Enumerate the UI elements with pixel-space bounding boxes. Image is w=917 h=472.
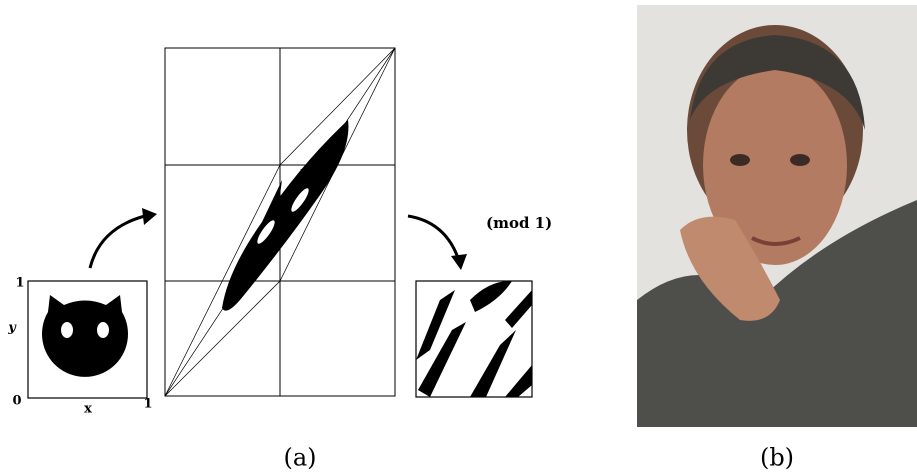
x-axis-label: x — [84, 402, 92, 417]
annotation: (mod 1) — [486, 214, 552, 232]
caption: (a) — [283, 444, 316, 472]
x-max-label: 1 — [143, 397, 152, 412]
y-axis-label: y — [7, 321, 17, 336]
caption: (b) — [760, 444, 794, 472]
portrait-photo — [637, 5, 917, 427]
figure: 1 y 0 x 1 (mod 1) — [0, 0, 917, 472]
arrow — [90, 208, 157, 268]
arrow — [408, 216, 467, 270]
origin-label: 0 — [12, 394, 21, 409]
stretched-cat — [222, 120, 348, 311]
result-square — [416, 281, 532, 397]
source-square — [28, 281, 147, 398]
y-max-label: 1 — [15, 276, 24, 291]
